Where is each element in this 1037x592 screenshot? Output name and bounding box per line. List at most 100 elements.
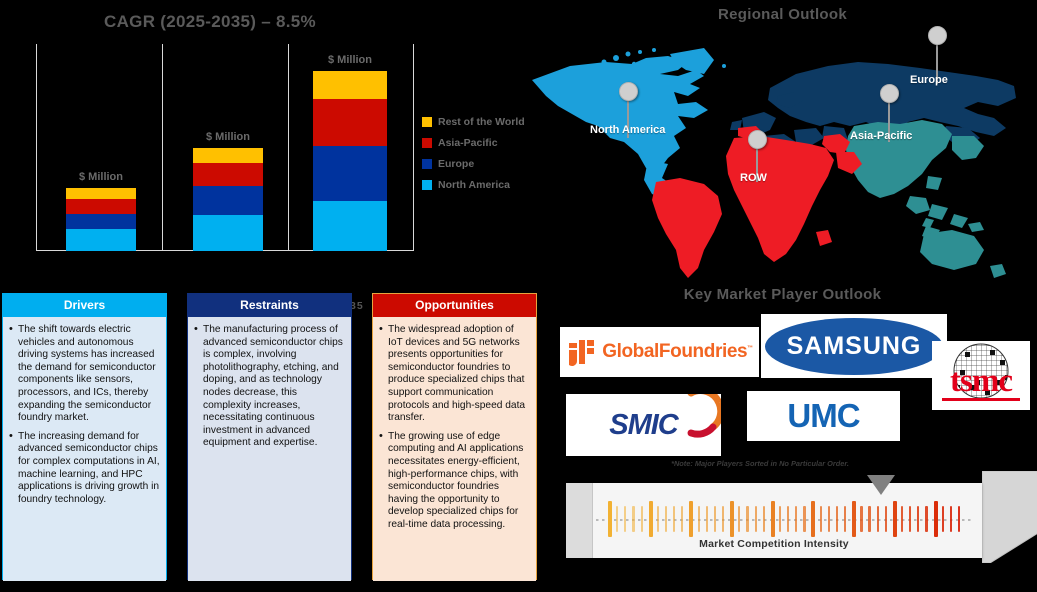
bar-segment-rest-of-the-world [66, 188, 136, 199]
card-body-drivers: The shift towards electric vehicles and … [3, 317, 166, 581]
world-map [532, 48, 1016, 278]
gauge-pointer-icon [867, 475, 895, 495]
cagr-chart-panel: CAGR (2025-2035) – 8.5% $ Million $ Milli… [0, 0, 530, 312]
smic-wordmark: SMIC [609, 408, 678, 441]
gauge-tick [795, 506, 798, 532]
card-header-opportunities: Opportunities [373, 294, 536, 317]
map-pin-stem-icon [627, 96, 629, 138]
gauge-tick [876, 506, 879, 532]
bar-segment-rest-of-the-world [313, 71, 387, 99]
gauge-tick [624, 506, 627, 532]
logo-tsmc: tsmc [932, 341, 1030, 410]
gauge-tick [754, 506, 757, 532]
gauge-tick [689, 501, 694, 537]
gauge-tick [608, 501, 612, 537]
gauge-tick [787, 506, 790, 532]
gauge-tick [860, 506, 863, 532]
tsmc-underline [942, 398, 1020, 401]
card-bullet: The growing use of edge computing and AI… [379, 430, 530, 532]
players-title: Key Market Player Outlook [683, 286, 882, 303]
gauge-tick [648, 501, 653, 537]
gauge-tick [958, 506, 961, 532]
tsmc-wordmark: tsmc [950, 363, 1013, 399]
axis-left [36, 44, 37, 251]
gauge-tick [901, 506, 904, 532]
logo-smic: SMIC [566, 394, 721, 456]
trademark-icon: ™ [747, 345, 753, 352]
card-bullet: The manufacturing process of advanced se… [194, 323, 345, 450]
map-title: Regional Outlook [718, 6, 847, 23]
gauge-tick [892, 501, 897, 537]
axis-div-1 [162, 44, 163, 251]
axis-div-2 [288, 44, 289, 251]
bar-segment-europe [313, 146, 387, 201]
gauge-tick [721, 506, 725, 532]
legend-swatch-icon [422, 180, 432, 190]
gauge-tick [819, 506, 822, 532]
logo-samsung: SAMSUNG [761, 314, 947, 378]
map-pin-head-icon [928, 26, 947, 45]
map-label-europe: Europe [910, 74, 948, 86]
gauge-tick [762, 506, 765, 532]
bar-2035: $ Million [313, 54, 387, 251]
gauge-tick [632, 506, 635, 532]
gauge-tick [941, 506, 944, 532]
bar-segment-asia-pacific [193, 163, 263, 186]
legend-swatch-icon [422, 117, 432, 127]
card-restraints: Restraints The manufacturing process of a… [187, 293, 352, 581]
umc-wordmark: UMC [787, 397, 860, 434]
axis-right [413, 44, 414, 251]
legend-label: Asia-Pacific [438, 137, 498, 149]
legend-swatch-icon [422, 159, 432, 169]
samsung-ellipse: SAMSUNG [765, 317, 943, 375]
logo-umc: UMC [747, 391, 900, 441]
gauge-face: Market Competition Intensity [566, 475, 982, 558]
gauge-tick [933, 501, 938, 537]
legend-label: North America [438, 179, 510, 191]
gauge-center-line [596, 519, 974, 521]
card-drivers: Drivers The shift towards electric vehicl… [2, 293, 167, 581]
gauge-tick [844, 506, 847, 532]
card-bullet: The shift towards electric vehicles and … [9, 323, 160, 425]
players-note: *Note: Major Players Sorted in No Partic… [671, 459, 849, 468]
gauge-tick [835, 506, 839, 532]
legend-label: Rest of the World [438, 116, 525, 128]
globalfoundries-text: GlobalFoundries [602, 341, 748, 362]
gauge-tick [884, 506, 887, 532]
legend-item-rest-of-the-world: Rest of the World [422, 116, 525, 128]
gauge-left-panel [566, 483, 593, 558]
bar-segment-asia-pacific [66, 199, 136, 214]
logo-globalfoundries: GlobalFoundries™ [560, 327, 759, 377]
map-label-north-america: North America [590, 124, 666, 136]
legend-item-north-america: North America [422, 179, 525, 191]
card-opportunities: Opportunities The widespread adoption of … [372, 293, 537, 581]
gauge-tick [730, 501, 735, 537]
chart-legend: Rest of the World Asia-Pacific Europe North… [422, 116, 525, 200]
gauge-tick [811, 501, 816, 537]
map-pin-head-icon [619, 82, 638, 101]
gauge-tick [778, 506, 782, 532]
map-pin-stem-icon [756, 144, 758, 182]
card-header-restraints: Restraints [188, 294, 351, 317]
gauge-tick [656, 506, 660, 532]
gauge-tick [949, 506, 953, 532]
gauge-tick [738, 506, 741, 532]
gauge-tick [681, 506, 684, 532]
bar-segment-north-america [313, 201, 387, 251]
gauge-tick [803, 506, 806, 532]
gauge-tick [827, 506, 830, 532]
map-label-asia-pacific: Asia-Pacific [850, 130, 913, 142]
bar-segment-north-america [66, 229, 136, 251]
gauge-tick [917, 506, 920, 532]
legend-swatch-icon [422, 138, 432, 148]
bar-segment-rest-of-the-world [193, 148, 263, 163]
bar-segment-europe [193, 186, 263, 215]
gauge-tick [713, 506, 716, 532]
globalfoundries-wordmark: GlobalFoundries™ [602, 341, 753, 363]
gauge-tick [697, 506, 700, 532]
bar-2025: $ Million [193, 131, 263, 251]
gauge-tick [705, 506, 708, 532]
bar-segment-asia-pacific [313, 99, 387, 146]
bar-segment-europe [66, 214, 136, 229]
